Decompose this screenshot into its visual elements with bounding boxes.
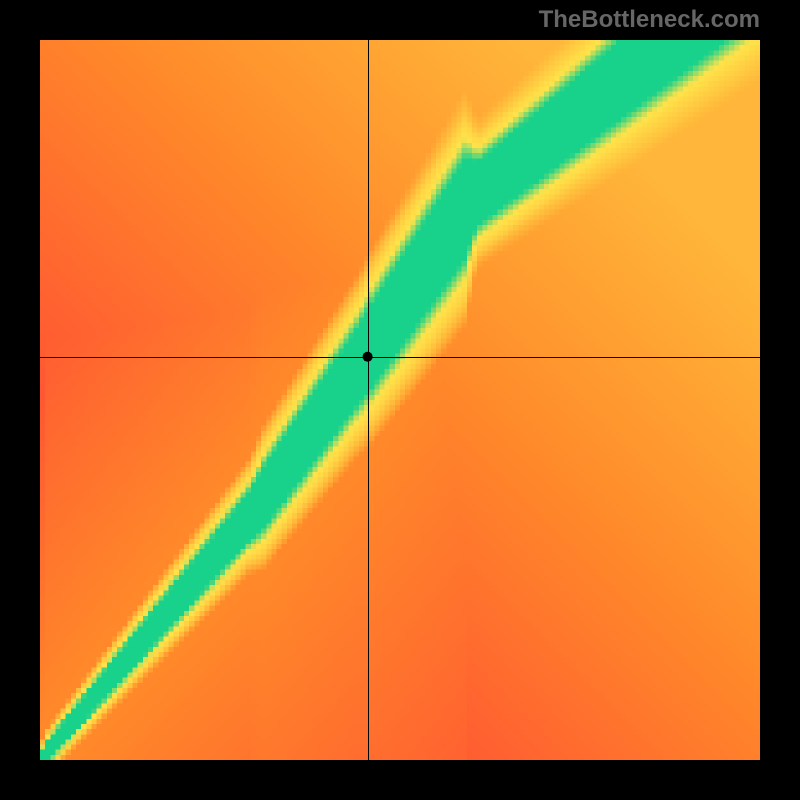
crosshair-overlay	[40, 40, 760, 760]
watermark-text: TheBottleneck.com	[539, 6, 760, 34]
chart-container: { "watermark": { "text": "TheBottleneck.…	[0, 0, 800, 800]
